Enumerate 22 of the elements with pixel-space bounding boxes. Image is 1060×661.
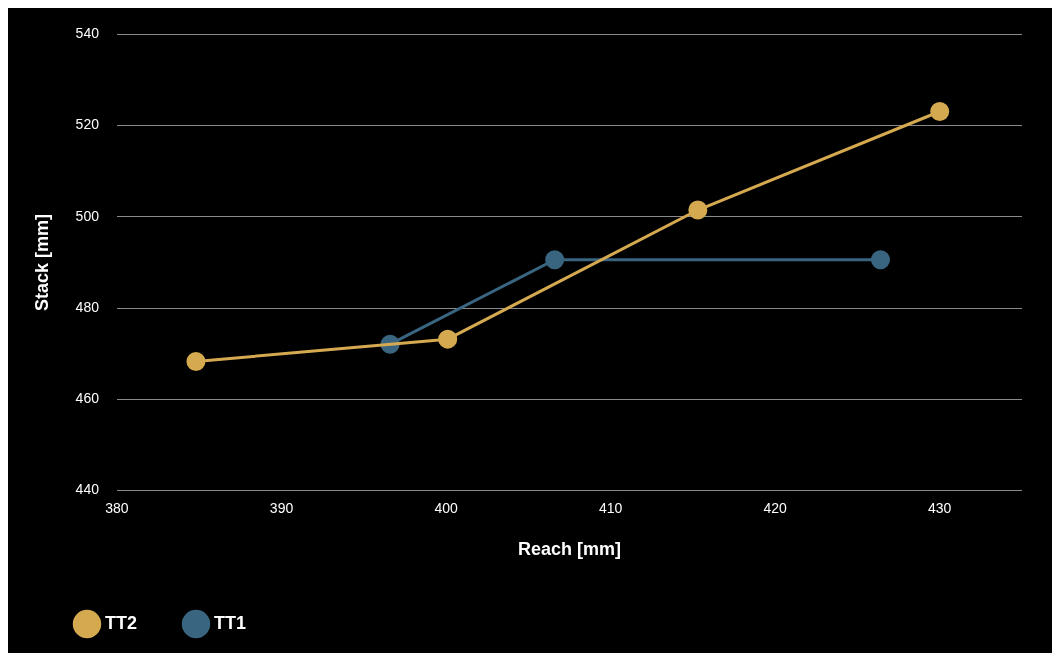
y-tick-label: 540: [75, 25, 100, 42]
y-tick-label: 480: [75, 298, 100, 315]
x-tick-label: 420: [763, 499, 788, 516]
point: [186, 352, 206, 371]
point: [688, 200, 708, 220]
legend-label: TT1: [214, 612, 247, 633]
x-axis-title: Reach [mm]: [517, 539, 621, 560]
x-tick-label: 410: [598, 499, 623, 516]
y-tick-label: 440: [75, 481, 100, 498]
x-tick-label: 380: [105, 499, 129, 516]
point: [870, 250, 890, 270]
y-tick-label: 460: [75, 390, 100, 407]
x-tick-label: 430: [928, 499, 952, 516]
y-axis-title: Stack [mm]: [31, 213, 52, 312]
point: [930, 102, 950, 121]
x-tick-label: 400: [434, 499, 458, 516]
y-tick-label: 520: [75, 116, 100, 133]
y-tick-label: 500: [75, 207, 100, 224]
legend-label: TT2: [105, 612, 138, 633]
x-tick-label: 390: [269, 499, 294, 516]
point: [438, 329, 458, 349]
point: [545, 250, 565, 270]
